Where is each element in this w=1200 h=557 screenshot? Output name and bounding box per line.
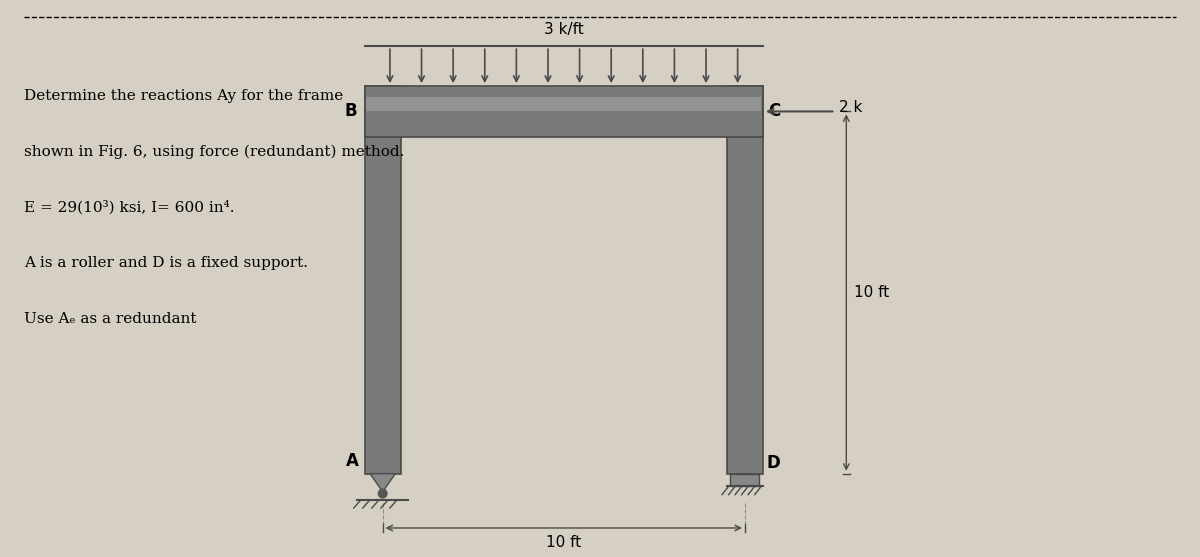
Text: D: D <box>767 454 780 472</box>
Text: 2 k: 2 k <box>839 100 863 115</box>
Bar <box>731 473 760 486</box>
Text: 10 ft: 10 ft <box>546 535 582 550</box>
Circle shape <box>378 489 388 498</box>
Text: Determine the reactions Ay for the frame: Determine the reactions Ay for the frame <box>24 89 343 103</box>
Bar <box>366 97 761 111</box>
Bar <box>727 86 763 473</box>
Text: B: B <box>344 102 358 120</box>
Text: shown in Fig. 6, using force (redundant) method.: shown in Fig. 6, using force (redundant)… <box>24 145 404 159</box>
Text: C: C <box>768 102 781 120</box>
Text: 10 ft: 10 ft <box>853 285 889 300</box>
Text: Use Aₑ as a redundant: Use Aₑ as a redundant <box>24 312 197 326</box>
Text: E = 29(10³) ksi, I= 600 in⁴.: E = 29(10³) ksi, I= 600 in⁴. <box>24 201 234 214</box>
Bar <box>365 86 763 137</box>
Text: 3 k/ft: 3 k/ft <box>544 22 583 37</box>
Text: A: A <box>347 452 359 470</box>
Bar <box>365 86 401 473</box>
Text: A is a roller and D is a fixed support.: A is a roller and D is a fixed support. <box>24 256 308 270</box>
Polygon shape <box>370 473 395 492</box>
